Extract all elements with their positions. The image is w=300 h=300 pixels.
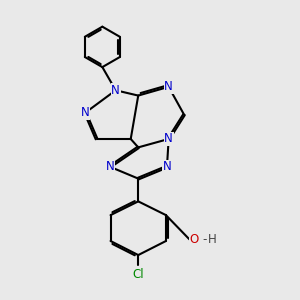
Text: -: - <box>203 233 207 246</box>
Text: Cl: Cl <box>132 268 144 281</box>
Text: O: O <box>189 233 199 246</box>
Text: N: N <box>163 160 171 173</box>
Text: N: N <box>111 84 120 97</box>
Text: N: N <box>81 106 90 119</box>
Text: N: N <box>164 80 173 93</box>
Text: N: N <box>106 160 114 173</box>
Text: H: H <box>208 233 217 246</box>
Text: N: N <box>164 133 173 146</box>
